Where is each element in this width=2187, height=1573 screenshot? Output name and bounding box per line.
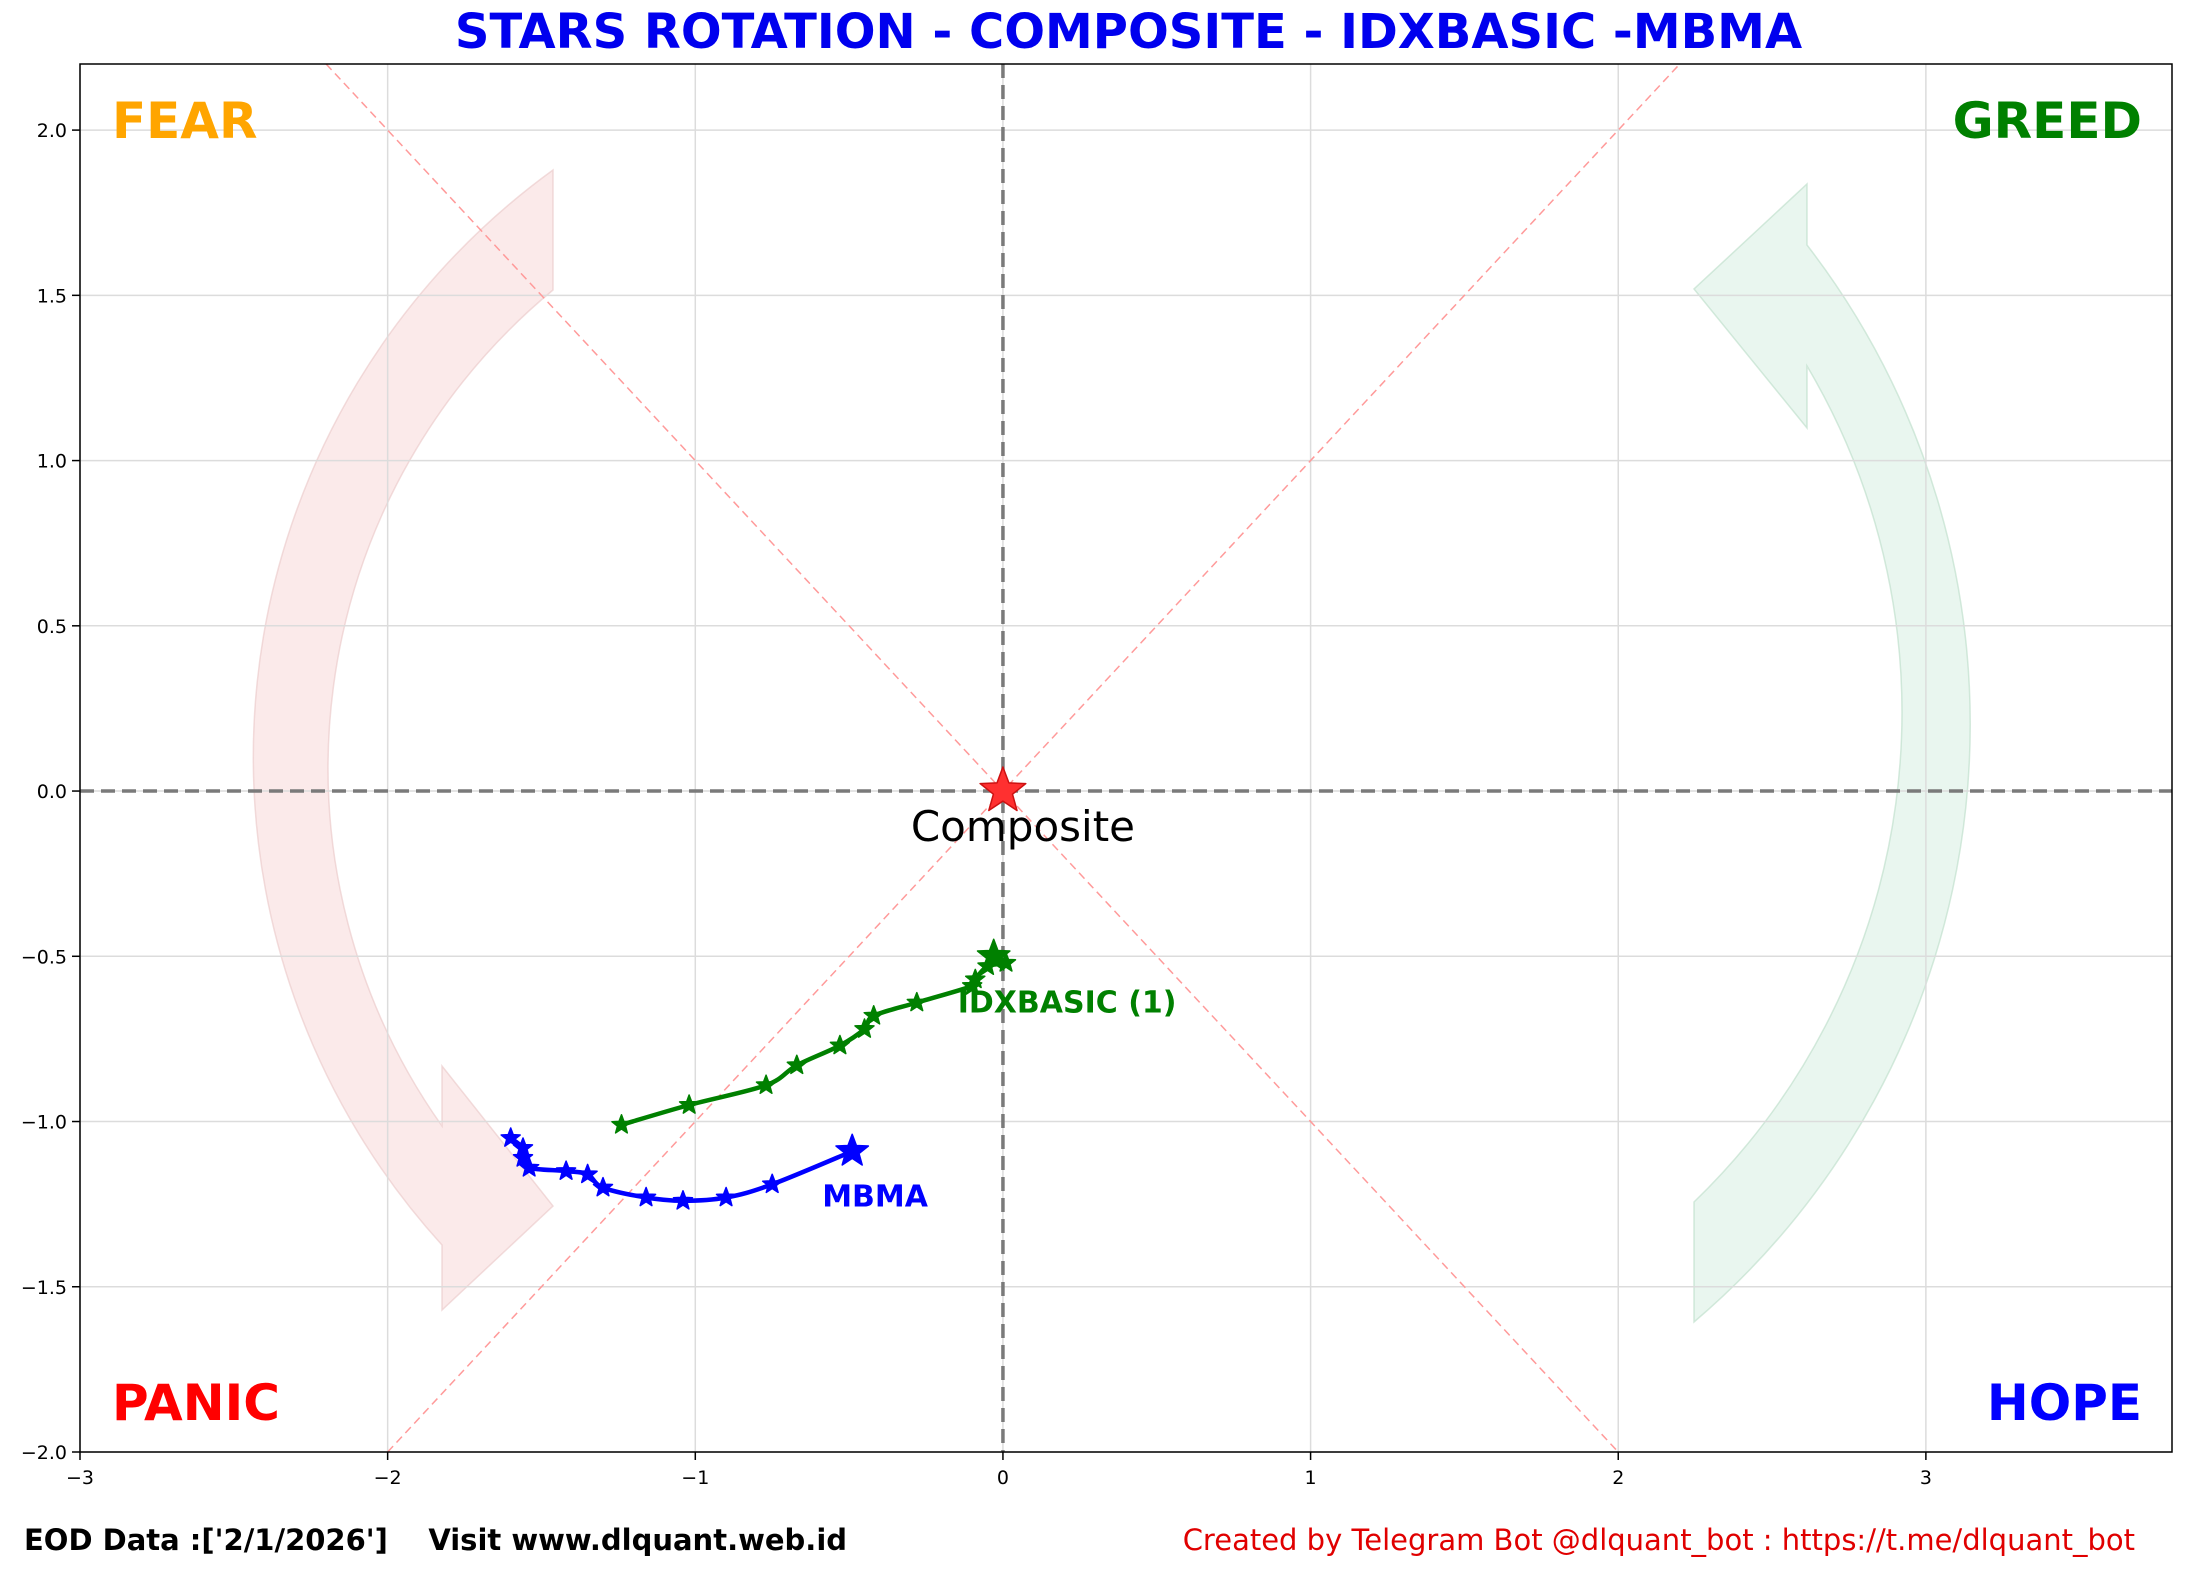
x-tick-label: 2 [1612, 1467, 1624, 1489]
background-arrows [252, 168, 1971, 1324]
series-star [863, 1005, 884, 1025]
x-tick-label: 0 [997, 1467, 1009, 1489]
series-star [635, 1186, 657, 1207]
text-layer: IDXBASIC (1) MBMA Composite FEAR GREED PANIC H… [112, 92, 2142, 1432]
fear-panic-arrow [252, 168, 555, 1312]
y-tick-label: 2.0 [37, 120, 67, 142]
series-label: MBMA [822, 1179, 929, 1214]
diagonal-rising [387, 63, 1681, 1453]
quadrant-label-panic: PANIC [112, 1374, 280, 1432]
eod-date-text: EOD Data :['2/1/2026'] [24, 1523, 388, 1557]
series-star [592, 1176, 614, 1197]
x-tick-label: −3 [66, 1467, 94, 1489]
x-tick-label: −2 [374, 1467, 402, 1489]
series-star [512, 1147, 534, 1167]
series-star [786, 1054, 808, 1075]
website-link[interactable]: Visit www.dlquant.web.id [428, 1523, 848, 1557]
series-layer [500, 766, 1027, 1210]
series-star [761, 1173, 783, 1194]
y-tick-label: 1.0 [37, 451, 67, 473]
series-star [854, 1018, 875, 1038]
series-star [678, 1094, 700, 1114]
y-tick-label: −0.5 [21, 946, 67, 968]
y-tick-label: 0.5 [37, 616, 67, 638]
diagonal-falling [325, 63, 1619, 1453]
series-star [715, 1186, 737, 1207]
series-star [555, 1160, 577, 1180]
series-head-star [976, 938, 1011, 971]
series-label: IDXBASIC (1) [958, 985, 1177, 1020]
telegram-credit-text[interactable]: Created by Telegram Bot @dlquant_bot : h… [1182, 1523, 2135, 1557]
grid-lines [79, 64, 2172, 1453]
y-tick-label: −2.0 [21, 1442, 67, 1464]
series-star [755, 1074, 777, 1095]
quadrant-label-hope: HOPE [1987, 1374, 2142, 1432]
series-star [518, 1157, 540, 1177]
plot-frame [79, 63, 2173, 1453]
x-tick-label: −1 [681, 1467, 709, 1489]
series-star [672, 1190, 694, 1210]
footer-left: EOD Data :['2/1/2026'] Visit www.dlquant… [24, 1523, 847, 1557]
series-line [619, 954, 1009, 1128]
hope-greed-arrow [1692, 182, 1971, 1324]
composite-label: Composite [911, 802, 1135, 851]
series-star [829, 1034, 851, 1055]
x-tick-label: 3 [1920, 1467, 1932, 1489]
composite-star [979, 766, 1027, 812]
y-tick-label: 1.5 [37, 285, 67, 307]
y-tick-label: −1.5 [21, 1277, 67, 1299]
axes: −3 −2 −1 0 1 2 3 −2.0 −1.5 −1.0 −0.5 0.0 0.5 1.0 1.5 2.… [21, 63, 2173, 1489]
x-tick-label: 1 [1305, 1467, 1317, 1489]
footer-credit[interactable]: Created by Telegram Bot @dlquant_bot : h… [1183, 1523, 2135, 1557]
series-star [906, 991, 928, 1012]
chart-title: STARS ROTATION - COMPOSITE - IDXBASIC -M… [454, 4, 1803, 60]
series-star [611, 1114, 632, 1134]
quadrant-label-fear: FEAR [112, 92, 258, 150]
series-star [577, 1163, 598, 1184]
series-head-star [835, 1133, 870, 1166]
y-tick-label: 0.0 [37, 781, 67, 803]
series-star [500, 1127, 521, 1147]
diagonal-guides [325, 63, 1681, 1453]
series-star [964, 968, 986, 989]
y-tick-label: −1.0 [21, 1112, 67, 1134]
quadrant-label-greed: GREED [1953, 92, 2142, 150]
